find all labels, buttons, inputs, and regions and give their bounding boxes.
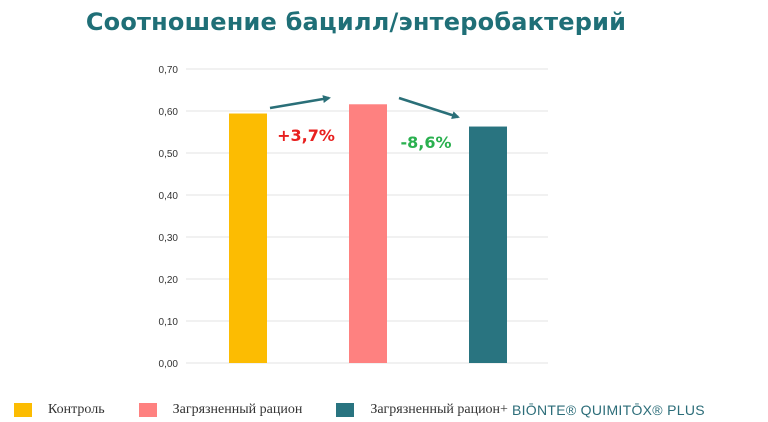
- change-arrow: [398, 96, 460, 119]
- y-tick-label: 0,70: [159, 65, 179, 76]
- y-tick-label: 0,30: [159, 233, 179, 244]
- bar-chart: 0,70 0,60 0,50 0,40 0,30 0,20 0,10 0,00 +3,7% -8,…: [159, 65, 548, 370]
- legend-item-contaminated: Загрязненный рацион: [138, 402, 303, 418]
- y-tick-label: 0,00: [159, 359, 179, 370]
- legend-swatch-control: [14, 403, 32, 417]
- y-tick-label: 0,60: [159, 107, 179, 118]
- legend-label-contaminated: Загрязненный рацион: [172, 402, 303, 417]
- legend-swatch-contaminated: [138, 403, 157, 417]
- y-tick-label: 0,20: [159, 275, 179, 286]
- legend-item-control: Контроль: [14, 402, 105, 418]
- legend-swatch-contaminated-additive: [336, 403, 355, 417]
- change-label: +3,7%: [277, 126, 335, 145]
- bar-3: [469, 126, 507, 363]
- y-tick-label: 0,10: [159, 317, 179, 328]
- bar-2: [349, 104, 387, 363]
- legend-label-control: Контроль: [48, 402, 105, 417]
- y-tick-label: 0,40: [159, 191, 179, 202]
- legend-brand-name: BIŌNTE® QUIMITŌX® PLUS: [511, 402, 705, 418]
- legend: Контроль Загрязненный рацион Загрязненны…: [14, 399, 705, 421]
- y-tick-label: 0,50: [159, 149, 179, 160]
- legend-label-contaminated-additive: Загрязненный рацион+: [370, 402, 508, 417]
- legend-item-contaminated-additive: Загрязненный рацион+ BIŌNTE® QUIMITŌX® P…: [336, 402, 705, 418]
- bar-1: [229, 113, 267, 364]
- change-arrow: [269, 95, 331, 110]
- change-label: -8,6%: [400, 133, 451, 152]
- chart-title: Соотношение бацилл/энтеробактерий: [85, 8, 627, 36]
